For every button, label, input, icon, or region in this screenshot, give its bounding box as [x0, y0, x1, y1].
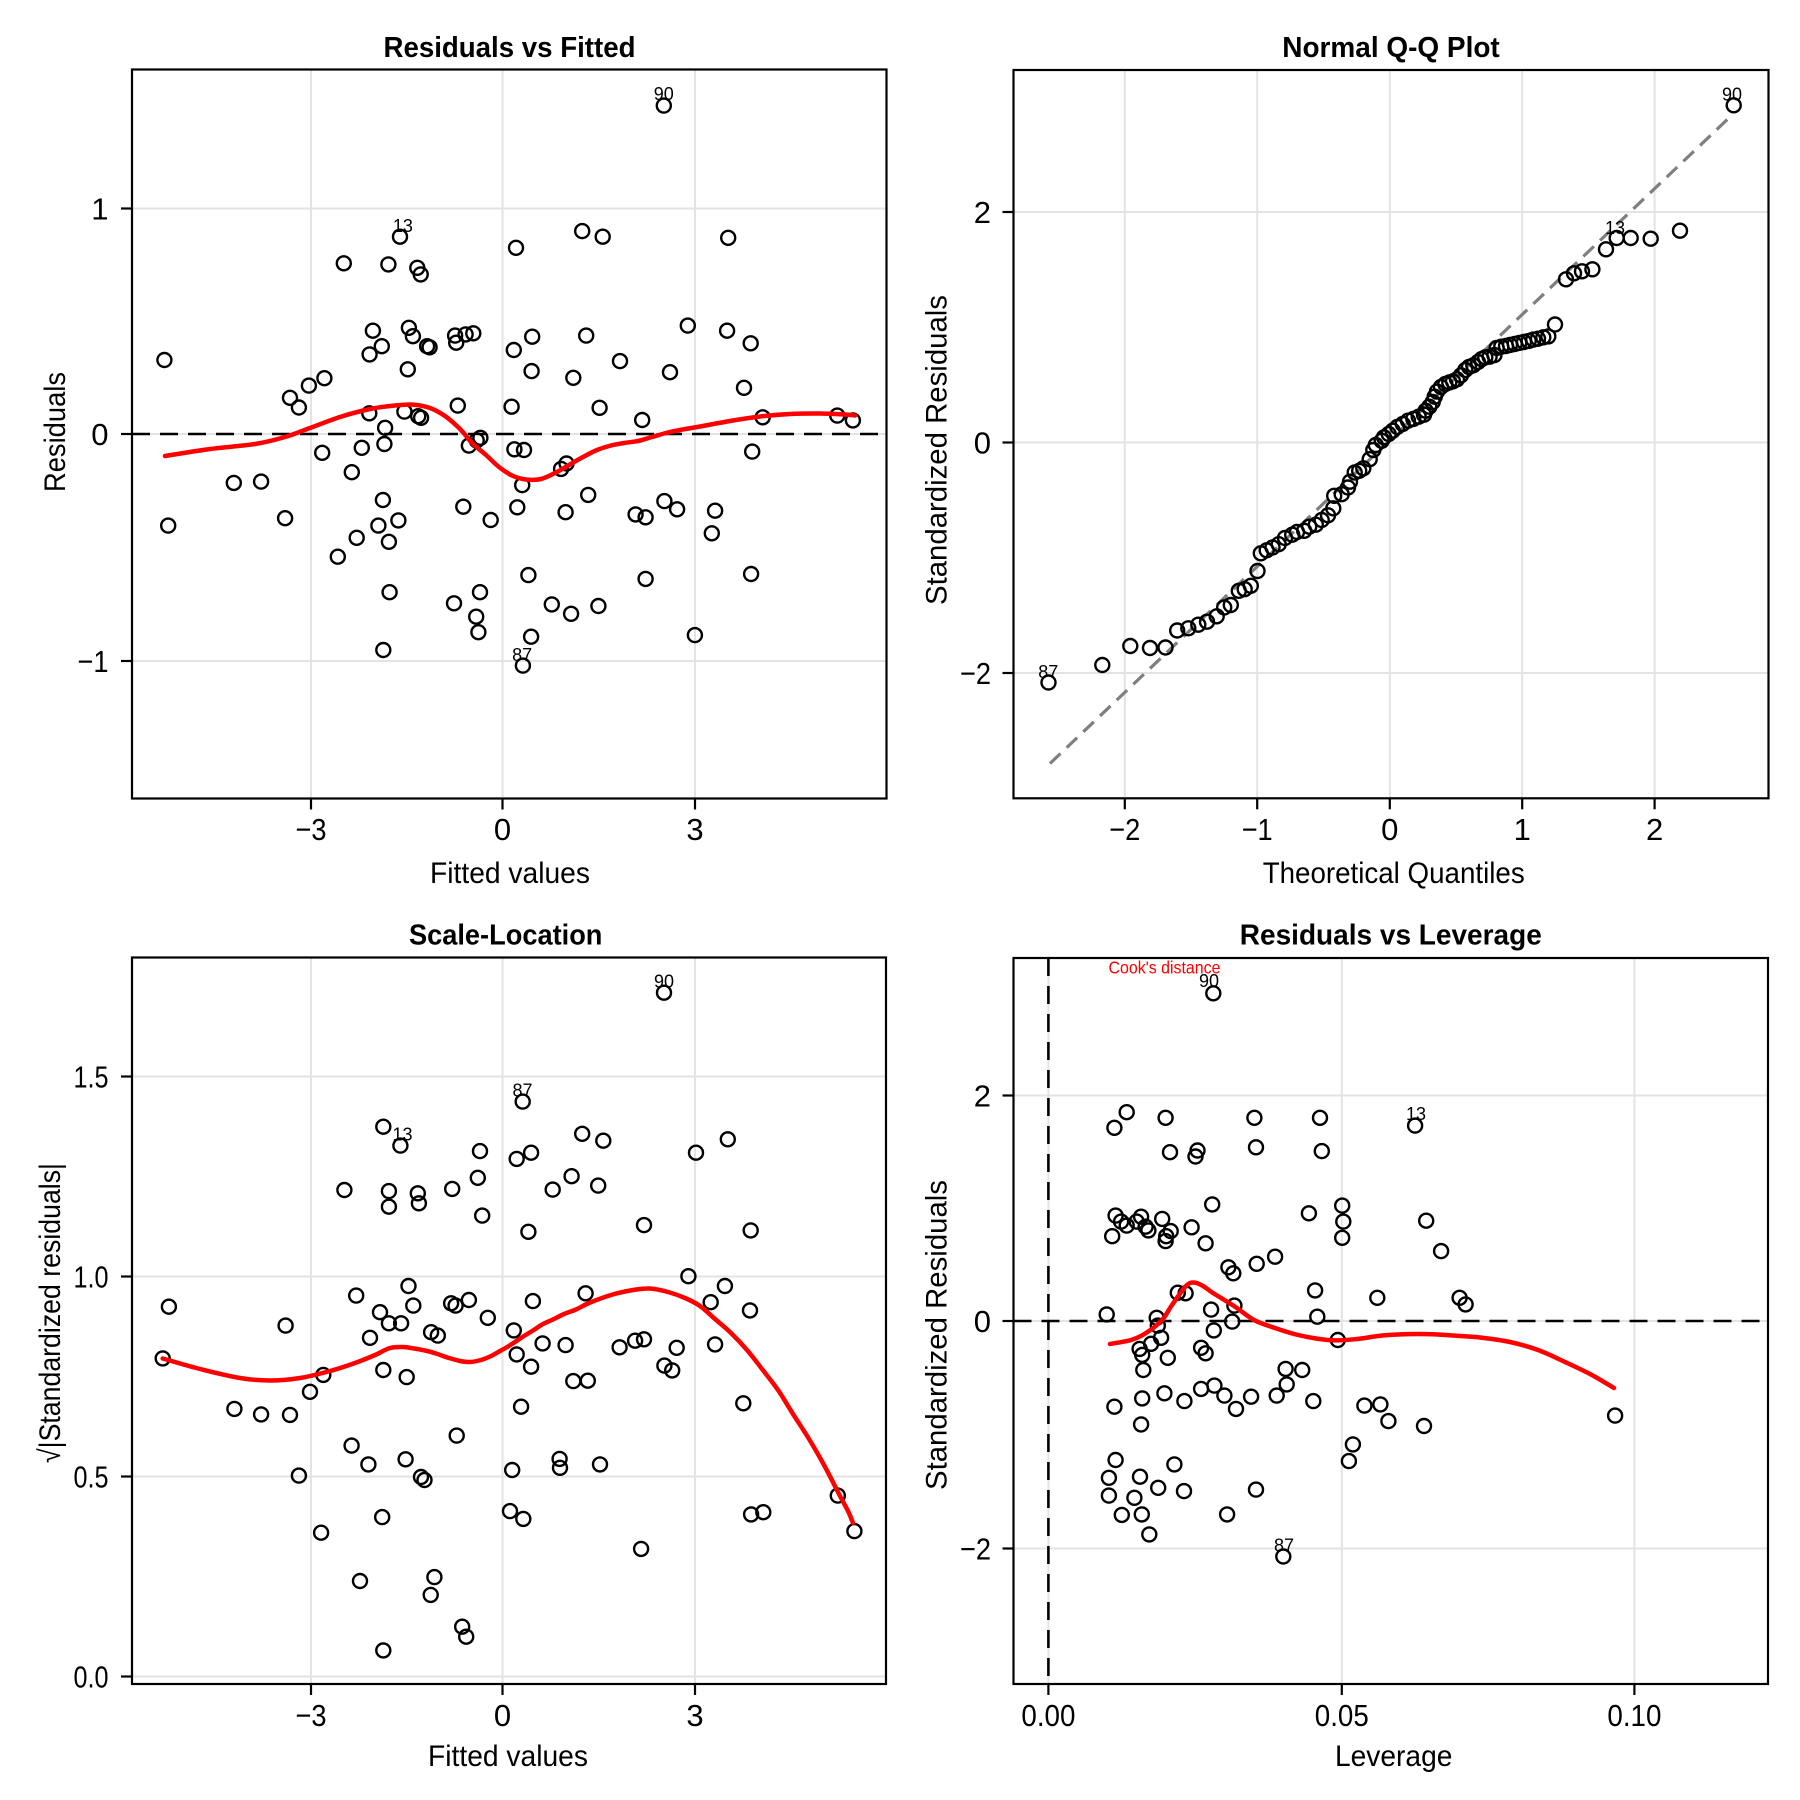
- svg-text:−3: −3: [296, 1698, 327, 1733]
- svg-text:Fitted values: Fitted values: [430, 857, 590, 890]
- svg-text:−2: −2: [1109, 812, 1140, 847]
- svg-text:Cook's distance: Cook's distance: [1109, 958, 1221, 978]
- svg-text:13: 13: [392, 1125, 412, 1145]
- svg-text:Residuals: Residuals: [39, 372, 72, 492]
- svg-text:−1: −1: [78, 644, 109, 679]
- svg-text:0: 0: [494, 812, 511, 847]
- svg-text:Standardized Residuals: Standardized Residuals: [920, 1180, 953, 1490]
- svg-text:−2: −2: [960, 1532, 991, 1567]
- svg-text:3: 3: [686, 812, 703, 847]
- svg-text:2: 2: [1646, 812, 1663, 847]
- svg-text:0.10: 0.10: [1607, 1698, 1661, 1733]
- svg-text:0.0: 0.0: [74, 1660, 109, 1695]
- svg-text:−2: −2: [960, 656, 991, 691]
- svg-text:0: 0: [91, 417, 108, 452]
- svg-text:13: 13: [393, 216, 413, 236]
- svg-text:1.0: 1.0: [74, 1260, 109, 1295]
- svg-text:87: 87: [1274, 1536, 1294, 1556]
- svg-text:−3: −3: [296, 812, 327, 847]
- svg-text:Standardized Residuals: Standardized Residuals: [920, 295, 953, 605]
- svg-text:Theoretical Quantiles: Theoretical Quantiles: [1263, 857, 1525, 890]
- svg-text:3: 3: [686, 1698, 703, 1733]
- svg-text:1: 1: [1514, 812, 1531, 847]
- svg-text:13: 13: [1605, 218, 1625, 238]
- svg-text:0: 0: [494, 1698, 511, 1733]
- svg-text:87: 87: [1038, 662, 1058, 682]
- svg-text:1.5: 1.5: [74, 1060, 109, 1095]
- svg-text:Residuals vs Fitted: Residuals vs Fitted: [384, 32, 636, 64]
- svg-text:Residuals vs Leverage: Residuals vs Leverage: [1240, 919, 1542, 951]
- svg-text:87: 87: [512, 645, 532, 665]
- svg-text:0: 0: [974, 1304, 991, 1339]
- svg-text:90: 90: [654, 84, 674, 104]
- svg-text:87: 87: [512, 1081, 532, 1101]
- svg-text:Leverage: Leverage: [1335, 1740, 1453, 1773]
- svg-text:90: 90: [1722, 85, 1742, 105]
- svg-text:Normal Q-Q Plot: Normal Q-Q Plot: [1282, 32, 1500, 64]
- svg-text:1: 1: [91, 192, 108, 227]
- svg-text:0.00: 0.00: [1021, 1698, 1075, 1733]
- svg-text:Scale-Location: Scale-Location: [409, 919, 603, 951]
- svg-text:0: 0: [974, 426, 991, 461]
- svg-text:−1: −1: [1242, 812, 1273, 847]
- svg-text:0.5: 0.5: [74, 1460, 109, 1495]
- svg-text:0.05: 0.05: [1315, 1698, 1369, 1733]
- svg-text:2: 2: [974, 1079, 991, 1114]
- svg-text:√|Standardized residuals|: √|Standardized residuals|: [34, 1163, 67, 1463]
- svg-text:Fitted values: Fitted values: [428, 1740, 588, 1773]
- svg-text:90: 90: [1199, 971, 1219, 991]
- svg-text:0: 0: [1381, 812, 1398, 847]
- svg-text:13: 13: [1406, 1104, 1426, 1124]
- svg-text:2: 2: [974, 195, 991, 230]
- svg-text:90: 90: [654, 972, 674, 992]
